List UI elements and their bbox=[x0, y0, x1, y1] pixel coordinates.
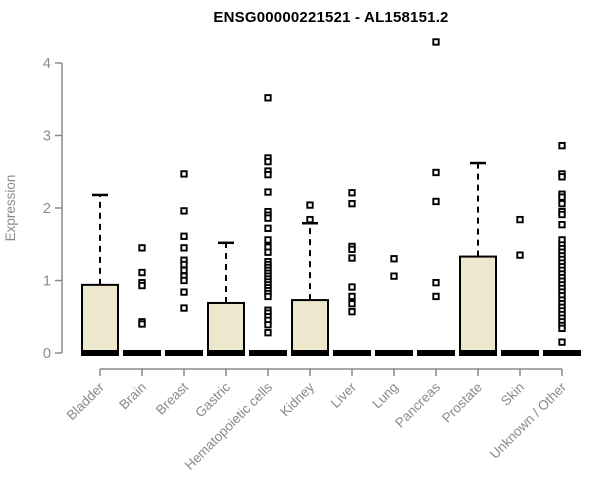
outlier-point bbox=[138, 244, 146, 252]
y-tick-label: 4 bbox=[43, 56, 51, 72]
y-tick-label: 3 bbox=[43, 129, 51, 145]
box bbox=[207, 301, 245, 355]
outlier-point bbox=[516, 215, 524, 224]
median-bar bbox=[165, 350, 203, 356]
x-tick-label: Brain bbox=[116, 380, 149, 413]
outlier-point bbox=[180, 304, 188, 312]
x-tick-label: Gastric bbox=[192, 379, 233, 420]
y-axis-title: Expression bbox=[3, 175, 18, 242]
median-bar bbox=[207, 350, 245, 356]
box bbox=[459, 255, 497, 355]
outlier-point bbox=[348, 283, 356, 291]
outlier-point bbox=[558, 210, 566, 219]
outlier-point bbox=[264, 329, 272, 337]
outlier-point bbox=[264, 224, 272, 232]
x-tick-label: Unknown / Other bbox=[487, 379, 570, 462]
median-bar bbox=[375, 350, 413, 356]
outlier-point bbox=[180, 232, 188, 240]
box bbox=[81, 283, 119, 355]
outlier-point bbox=[432, 168, 440, 177]
outlier-point bbox=[558, 221, 566, 229]
outlier-point bbox=[264, 94, 272, 102]
y-tick-label: 0 bbox=[43, 346, 51, 362]
box bbox=[291, 299, 329, 355]
outlier-point bbox=[180, 266, 188, 274]
outlier-point bbox=[264, 214, 272, 222]
outlier-point bbox=[180, 244, 188, 252]
median-bar bbox=[291, 350, 329, 356]
outlier-point bbox=[348, 245, 356, 253]
outlier-point bbox=[558, 173, 566, 181]
outlier-point bbox=[180, 207, 188, 215]
outlier-point bbox=[138, 281, 146, 290]
outlier-point bbox=[180, 288, 188, 296]
x-tick-label: Bladder bbox=[64, 379, 108, 423]
outlier-point bbox=[264, 157, 272, 166]
x-tick-label: Liver bbox=[328, 379, 360, 411]
median-bar bbox=[249, 350, 287, 356]
outlier-point bbox=[558, 141, 566, 150]
x-tick-label: Skin bbox=[498, 380, 527, 409]
x-tick-label: Lung bbox=[369, 380, 401, 412]
chart-title: ENSG00000221521 - AL158151.2 bbox=[213, 9, 449, 26]
outlier-point bbox=[348, 254, 356, 262]
y-tick-label: 2 bbox=[43, 201, 51, 217]
outlier-point bbox=[390, 255, 398, 263]
outlier-point bbox=[432, 38, 440, 46]
x-tick-label: Breast bbox=[153, 379, 191, 417]
median-bar bbox=[333, 350, 371, 356]
outlier-point bbox=[348, 300, 356, 308]
outlier-point bbox=[138, 268, 146, 277]
outlier-point bbox=[180, 260, 188, 269]
outlier-point bbox=[306, 201, 314, 209]
outlier-point bbox=[558, 193, 566, 201]
outlier-point bbox=[180, 276, 188, 285]
median-bar bbox=[459, 350, 497, 356]
outlier-point bbox=[348, 308, 356, 316]
outlier-point bbox=[348, 189, 356, 197]
median-bar bbox=[81, 350, 119, 356]
median-bar bbox=[417, 350, 455, 356]
outlier-point bbox=[390, 272, 398, 280]
x-tick-label: Prostate bbox=[439, 380, 485, 426]
outlier-point bbox=[264, 292, 272, 301]
outlier-point bbox=[558, 199, 566, 208]
outlier-point bbox=[432, 279, 440, 287]
y-tick-label: 1 bbox=[43, 274, 51, 290]
outlier-point bbox=[180, 170, 188, 178]
outlier-point bbox=[264, 188, 272, 196]
median-bar bbox=[543, 350, 581, 356]
outlier-point bbox=[432, 197, 440, 206]
outlier-point bbox=[138, 320, 146, 328]
outlier-point bbox=[516, 251, 524, 259]
outlier-point bbox=[348, 292, 356, 301]
outlier-point bbox=[264, 170, 272, 179]
outlier-point bbox=[348, 199, 356, 208]
outlier-point bbox=[432, 292, 440, 301]
outlier-point bbox=[558, 324, 566, 332]
median-bar bbox=[501, 350, 539, 356]
outlier-point bbox=[264, 236, 272, 244]
outlier-point bbox=[306, 215, 314, 224]
x-tick-label: Pancreas bbox=[392, 379, 443, 430]
x-tick-label: Kidney bbox=[277, 379, 317, 419]
outlier-point bbox=[264, 248, 272, 256]
median-bar bbox=[123, 350, 161, 356]
outlier-point bbox=[558, 338, 566, 346]
outlier-point bbox=[264, 321, 272, 329]
